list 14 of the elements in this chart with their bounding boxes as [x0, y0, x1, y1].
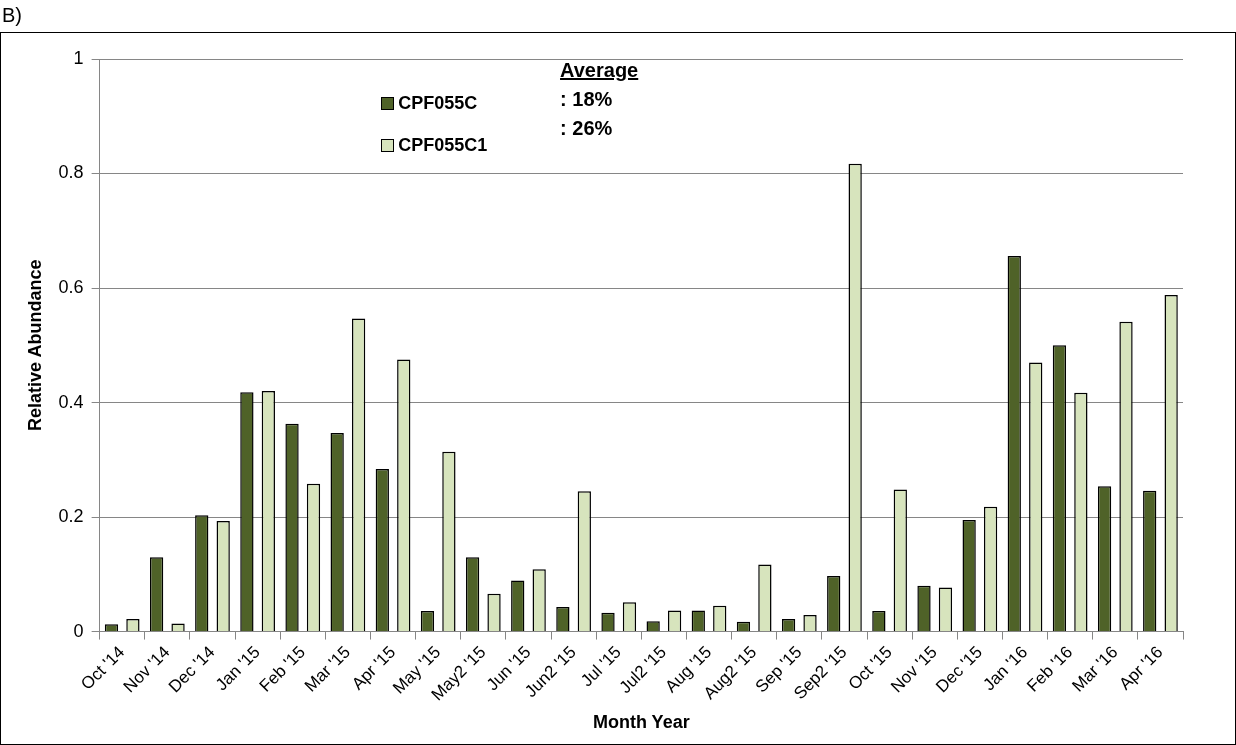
chart-title: B)	[2, 4, 22, 27]
annotation: : 18%	[560, 88, 614, 112]
legend-label: CPF055C1	[398, 134, 488, 156]
y-tick-label: 0.4	[58, 391, 84, 412]
y-tick-label: 0.8	[58, 162, 84, 183]
y-tick-label: 1	[73, 47, 84, 68]
annotation: Average	[560, 59, 639, 83]
y-tick-label: 0.2	[58, 506, 84, 527]
legend-label: CPF055C	[398, 92, 478, 114]
y-tick-label: 0.6	[58, 277, 84, 297]
y-tick-label: 0	[73, 620, 84, 641]
annotation: : 26%	[560, 117, 614, 141]
x-axis-title: Month Year	[592, 712, 690, 733]
y-axis-title: Relative Abundance	[24, 259, 45, 431]
